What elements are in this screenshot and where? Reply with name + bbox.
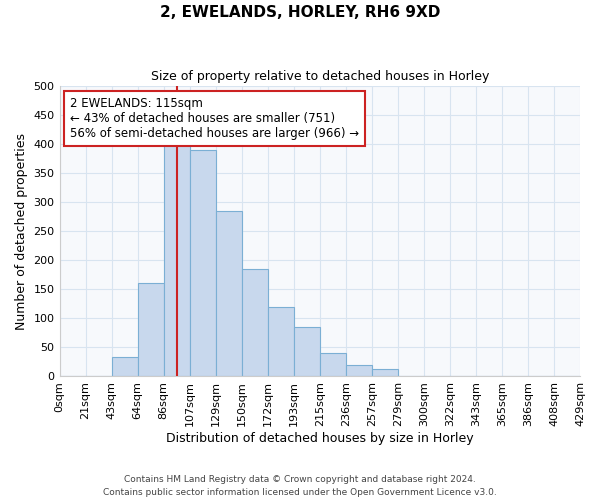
Bar: [137, 284, 164, 376]
Bar: [164, 138, 190, 376]
Bar: [215, 210, 242, 376]
Bar: [294, 327, 320, 376]
Text: 2, EWELANDS, HORLEY, RH6 9XD: 2, EWELANDS, HORLEY, RH6 9XD: [160, 5, 440, 20]
Bar: [112, 358, 137, 376]
Bar: [320, 353, 346, 376]
X-axis label: Distribution of detached houses by size in Horley: Distribution of detached houses by size …: [166, 432, 473, 445]
Title: Size of property relative to detached houses in Horley: Size of property relative to detached ho…: [151, 70, 489, 83]
Text: Contains HM Land Registry data © Crown copyright and database right 2024.
Contai: Contains HM Land Registry data © Crown c…: [103, 475, 497, 497]
Bar: [372, 370, 398, 376]
Bar: [242, 269, 268, 376]
Text: 2 EWELANDS: 115sqm
← 43% of detached houses are smaller (751)
56% of semi-detach: 2 EWELANDS: 115sqm ← 43% of detached hou…: [70, 97, 359, 140]
Bar: [190, 150, 215, 376]
Bar: [346, 365, 372, 376]
Y-axis label: Number of detached properties: Number of detached properties: [15, 132, 28, 330]
Bar: [268, 306, 294, 376]
